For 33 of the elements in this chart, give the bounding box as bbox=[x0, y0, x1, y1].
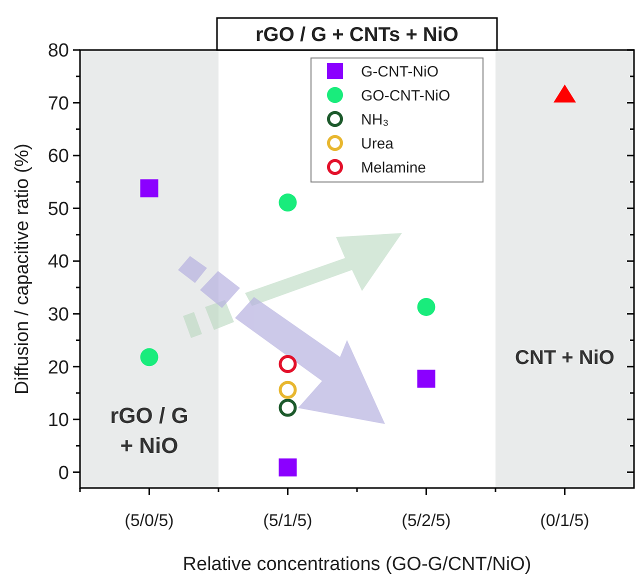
y-tick-label: 70 bbox=[48, 93, 69, 114]
legend-label: Urea bbox=[361, 135, 394, 152]
legend-label: G-CNT-NiO bbox=[361, 63, 438, 80]
point bbox=[140, 348, 158, 366]
legend-label: Melamine bbox=[361, 159, 426, 176]
point bbox=[278, 194, 297, 212]
point bbox=[417, 298, 436, 316]
y-tick-label: 20 bbox=[48, 357, 69, 378]
x-tick-label: (5/1/5) bbox=[263, 511, 312, 530]
x-tick-label: (5/0/5) bbox=[124, 511, 174, 530]
y-axis-title: Diffusion / capacitive ratio (%) bbox=[12, 144, 33, 394]
point bbox=[278, 380, 297, 399]
x-tick-label: (5/2/5) bbox=[402, 511, 451, 530]
y-tick-label: 0 bbox=[58, 462, 69, 484]
point bbox=[554, 84, 576, 103]
y-tick-label: 30 bbox=[48, 304, 69, 326]
y-tick-label: 60 bbox=[48, 146, 69, 168]
y-tick-label: 80 bbox=[48, 40, 69, 62]
x-axis-title: Relative concentrations (GO-G/CNT/NiO) bbox=[182, 554, 532, 575]
y-tick-label: 10 bbox=[48, 410, 69, 432]
point bbox=[278, 398, 297, 417]
chart-title: rGO / G + CNTs + NiO bbox=[255, 24, 459, 46]
legend-label: GO-CNT-NiO bbox=[361, 87, 450, 104]
point bbox=[140, 179, 158, 198]
point bbox=[278, 354, 297, 373]
band-label: CNT + NiO bbox=[515, 347, 614, 370]
y-tick-label: 50 bbox=[48, 198, 69, 220]
y-tick-label: 40 bbox=[48, 252, 69, 273]
point bbox=[417, 370, 436, 388]
point bbox=[278, 458, 297, 476]
x-tick-label: (0/1/5) bbox=[540, 511, 590, 530]
legend-label: NH₃ bbox=[361, 111, 389, 128]
band-label: rGO / G + NiO bbox=[110, 402, 188, 458]
